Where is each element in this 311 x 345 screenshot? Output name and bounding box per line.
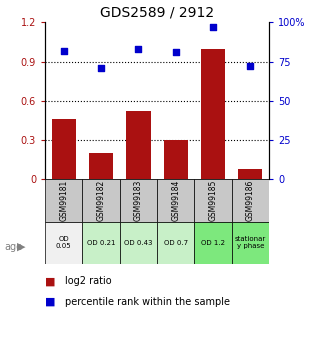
Text: GSM99181: GSM99181 [59,180,68,221]
Text: OD 0.43: OD 0.43 [124,240,153,246]
Text: OD 0.21: OD 0.21 [87,240,115,246]
Text: OD 0.7: OD 0.7 [164,240,188,246]
Bar [45,179,82,222]
Point [173,49,178,55]
Bar [232,222,269,264]
Bar [126,111,151,179]
Text: GSM99186: GSM99186 [246,180,255,221]
Text: OD 1.2: OD 1.2 [201,240,225,246]
Title: GDS2589 / 2912: GDS2589 / 2912 [100,6,214,20]
Bar [120,179,157,222]
Bar [201,49,225,179]
Bar [194,179,232,222]
Text: GSM99185: GSM99185 [209,180,217,221]
Bar [52,119,76,179]
Text: ■: ■ [45,297,56,307]
Text: OD
0.05: OD 0.05 [56,236,72,249]
Bar [232,179,269,222]
Text: ▶: ▶ [17,242,26,252]
Text: GSM99183: GSM99183 [134,180,143,221]
Point [248,63,253,69]
Point [61,48,66,53]
Text: GSM99184: GSM99184 [171,180,180,221]
Text: ■: ■ [45,276,56,286]
Point [99,65,104,71]
Bar [157,222,194,264]
Text: percentile rank within the sample: percentile rank within the sample [65,297,230,307]
Bar [82,222,120,264]
Text: stationar
y phase: stationar y phase [235,236,266,249]
Bar [45,222,82,264]
Bar [164,140,188,179]
Text: log2 ratio: log2 ratio [65,276,112,286]
Point [136,46,141,52]
Bar [89,153,113,179]
Bar [120,222,157,264]
Point [211,24,216,30]
Text: age: age [5,242,23,252]
Bar [82,179,120,222]
Bar [238,169,262,179]
Bar [194,222,232,264]
Bar [157,179,194,222]
Text: GSM99182: GSM99182 [97,180,105,221]
